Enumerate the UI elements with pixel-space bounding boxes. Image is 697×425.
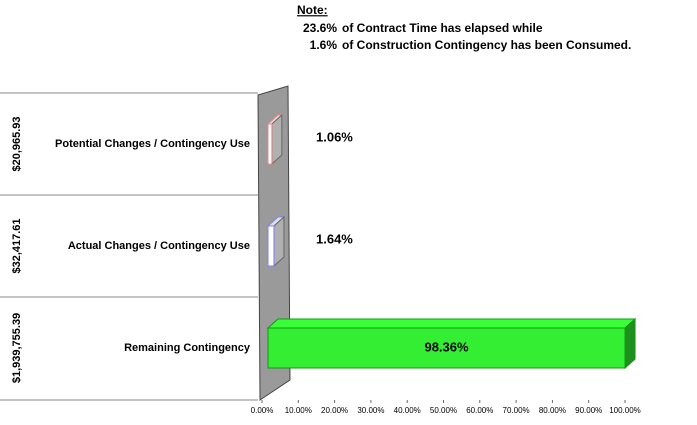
note-title: Note: bbox=[297, 3, 328, 17]
bar-side bbox=[271, 113, 283, 166]
value-label: 98.36% bbox=[424, 339, 469, 354]
x-tick-label: 100.00% bbox=[609, 406, 641, 415]
bar bbox=[267, 225, 275, 267]
amount-label: $1,939,755.39 bbox=[11, 313, 23, 383]
x-tick-label: 0.00% bbox=[251, 406, 274, 415]
bar-top bbox=[266, 318, 637, 329]
x-tick-label: 20.00% bbox=[321, 406, 348, 415]
x-tick-label: 60.00% bbox=[466, 406, 493, 415]
bar-side bbox=[273, 215, 285, 268]
note-value: 23.6% bbox=[303, 21, 337, 35]
category-label: Remaining Contingency bbox=[124, 342, 251, 354]
note-text: of Construction Contingency has been Con… bbox=[342, 38, 631, 52]
category-label: Actual Changes / Contingency Use bbox=[68, 240, 250, 252]
bar bbox=[267, 327, 626, 369]
value-label: 1.06% bbox=[316, 129, 353, 144]
category-label: Potential Changes / Contingency Use bbox=[55, 138, 250, 150]
x-tick-label: 50.00% bbox=[430, 406, 457, 415]
x-tick-label: 30.00% bbox=[357, 406, 384, 415]
note-text: of Contract Time has elapsed while bbox=[342, 21, 543, 35]
x-tick-label: 10.00% bbox=[285, 406, 312, 415]
bar-side bbox=[624, 317, 636, 370]
x-tick-label: 40.00% bbox=[394, 406, 421, 415]
value-label: 1.64% bbox=[316, 231, 353, 246]
bar bbox=[267, 123, 273, 165]
amount-label: $32,417.61 bbox=[11, 218, 23, 273]
note-value: 1.6% bbox=[310, 38, 338, 52]
x-tick-label: 90.00% bbox=[575, 406, 602, 415]
x-tick-label: 80.00% bbox=[539, 406, 566, 415]
x-tick-label: 70.00% bbox=[503, 406, 530, 415]
amount-label: $20,965.93 bbox=[11, 116, 23, 171]
